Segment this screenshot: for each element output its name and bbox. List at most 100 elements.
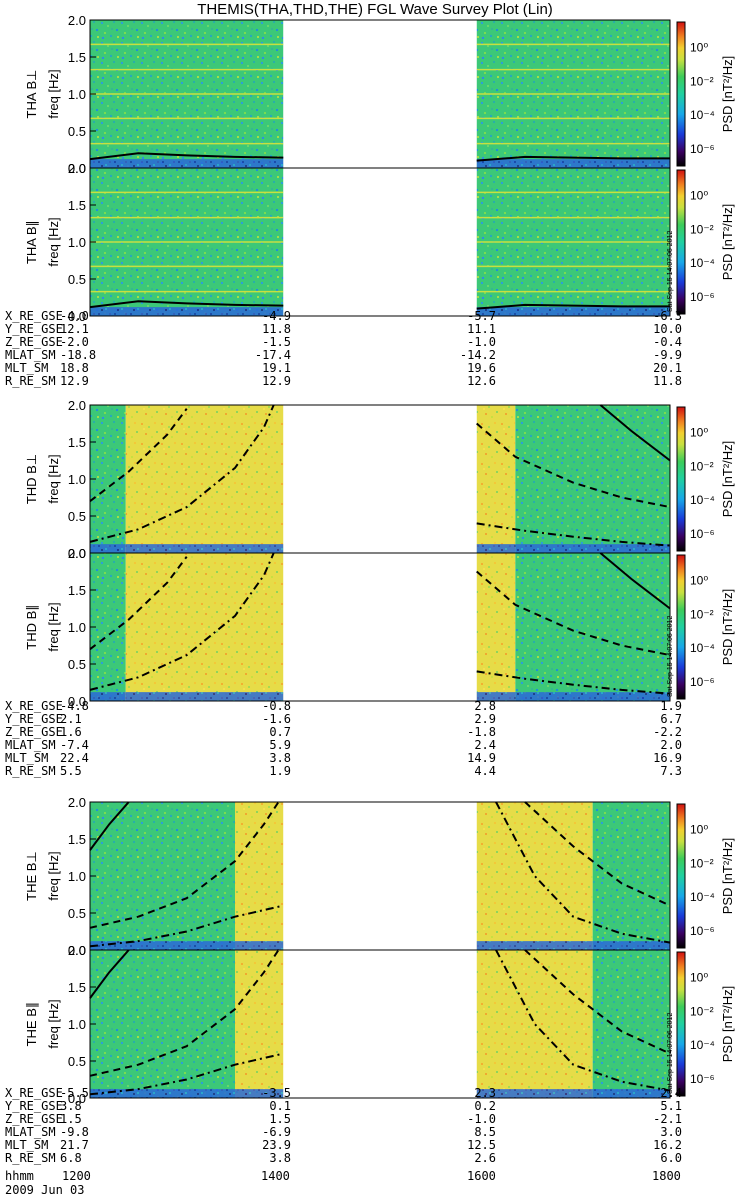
ephemeris-value: 1.9: [660, 699, 682, 713]
data-gap: [283, 405, 477, 553]
colorbar-tick-label: 10⁰: [690, 970, 708, 984]
data-gap: [283, 20, 477, 168]
colorbar-label: PSD [nT²/Hz]: [720, 56, 735, 133]
probe-group-thd: 0.0 0.5 1.0 1.5 2.0 freq [Hz] THD B⊥ 10⁰ 10⁻² 10⁻…: [5, 398, 735, 778]
ephemeris-value: 1.5: [269, 1112, 291, 1126]
ephemeris-value: -4.9: [262, 309, 291, 323]
colorbar-tick-label: 10⁻⁶: [690, 527, 715, 541]
frequency-curve-dashdot: [476, 522, 671, 547]
spectrogram-segment: [90, 950, 235, 1098]
low-frequency-band: [476, 307, 670, 316]
ephemeris-value: 0.1: [269, 1099, 291, 1113]
y-tick-label: 0.5: [68, 1054, 86, 1069]
y-tick-label: 0.0: [68, 694, 86, 709]
ephemeris-value: 18.8: [60, 361, 89, 375]
ephemeris-value: 1.9: [269, 764, 291, 778]
y-tick-label: 2.0: [68, 13, 86, 28]
frequency-curve-dashdot: [89, 552, 275, 691]
colorbar: [676, 169, 686, 315]
colorbar: [676, 554, 686, 700]
ephemeris-value: 4.4: [474, 764, 496, 778]
ephemeris-value: 3.8: [269, 751, 291, 765]
ephemeris-value: 12.1: [60, 322, 89, 336]
panel-label: THA B⊥: [24, 70, 39, 119]
probe-group-tha: 0.0 0.5 1.0 1.5 2.0 freq [Hz] THA B⊥ 10⁰ 10⁻² 10⁻…: [5, 13, 735, 388]
low-frequency-band: [235, 1089, 284, 1098]
ephemeris-name: Z_RE_GSE: [5, 725, 63, 739]
frequency-curve-solid: [476, 155, 670, 162]
frequency-curve-solid: [89, 801, 130, 851]
ephemeris-value: 12.6: [467, 374, 496, 388]
y-axis-unit: freq [Hz]: [46, 69, 61, 118]
low-frequency-band: [235, 941, 284, 950]
y-tick-label: 1.5: [68, 980, 86, 995]
y-tick-label: 1.5: [68, 583, 86, 598]
y-tick-label: 2.0: [68, 161, 86, 176]
data-gap: [283, 553, 477, 701]
colorbar-tick-label: 10⁻²: [690, 607, 714, 621]
ephemeris-value: -5.7: [467, 309, 496, 323]
spectrogram-segment: [90, 802, 235, 950]
low-frequency-band: [515, 544, 670, 553]
ephemeris-name: MLAT_SM: [5, 1125, 56, 1139]
ephemeris-value: 2.3: [474, 1086, 496, 1100]
ephemeris-value: 2.1: [60, 712, 82, 726]
ephemeris-value: -1.0: [467, 335, 496, 349]
y-tick-label: 1.0: [68, 620, 86, 635]
ephemeris-value: 19.1: [262, 361, 291, 375]
ephemeris-value: 2.4: [660, 1086, 682, 1100]
date-label: 2009 Jun 03: [5, 1183, 84, 1197]
ephemeris-value: 8.5: [474, 1125, 496, 1139]
ephemeris-value: 3.0: [660, 1125, 682, 1139]
ephemeris-value: 22.4: [60, 751, 89, 765]
frequency-curve-dashed: [524, 949, 671, 1055]
colorbar-label: PSD [nT²/Hz]: [720, 441, 735, 518]
ephemeris-value: -2.0: [60, 335, 89, 349]
colorbar-label: PSD [nT²/Hz]: [720, 204, 735, 281]
ephemeris-value: 5.9: [269, 738, 291, 752]
ephemeris-value: 2.4: [474, 738, 496, 752]
frequency-curve-dashdot: [495, 949, 671, 1092]
ephemeris-value: -1.6: [262, 712, 291, 726]
low-frequency-band: [90, 1089, 235, 1098]
ephemeris-value: -14.2: [460, 348, 496, 362]
colorbar-tick-label: 10⁻²: [690, 1004, 714, 1018]
ephemeris-name: Z_RE_GSE: [5, 335, 63, 349]
ephemeris-value: 12.9: [60, 374, 89, 388]
y-tick-label: 0.5: [68, 509, 86, 524]
probe-group-the: 0.0 0.5 1.0 1.5 2.0 freq [Hz] THE B⊥ 10⁰ 10⁻² 10⁻…: [5, 795, 735, 1165]
colorbar-tick-label: 10⁻⁶: [690, 1072, 715, 1086]
spectrogram-segment: [125, 405, 284, 553]
timestamp-stamp: Sat Sep 15 14:07:06 2012: [667, 231, 674, 312]
y-axis-unit: freq [Hz]: [46, 454, 61, 503]
frequency-curve-dashed: [524, 801, 671, 907]
y-tick-label: 1.5: [68, 832, 86, 847]
spectrogram-panel: 0.0 0.5 1.0 1.5 2.0 freq [Hz] THE B⊥ 10⁰ 10⁻² 10⁻…: [24, 795, 735, 958]
frequency-curve-dashdot: [495, 801, 671, 944]
frequency-curve-dashdot: [476, 670, 671, 695]
y-axis-unit: freq [Hz]: [46, 851, 61, 900]
colorbar-tick-label: 10⁰: [690, 425, 708, 439]
ephemeris-value: 12.9: [262, 374, 291, 388]
ephemeris-value: 20.1: [653, 361, 682, 375]
spectrogram-segment: [476, 553, 516, 701]
colorbar: [676, 951, 686, 1097]
colorbar-tick-label: 10⁻⁴: [690, 256, 715, 270]
timestamp-stamp: Sat Sep 15 14:07:06 2012: [667, 1013, 674, 1094]
ephemeris-value: -0.8: [262, 699, 291, 713]
y-tick-label: 1.0: [68, 869, 86, 884]
low-frequency-band: [90, 159, 284, 168]
ephemeris-value: 7.3: [660, 764, 682, 778]
ephemeris-value: -1.0: [467, 1112, 496, 1126]
ephemeris-value: 1.5: [60, 1112, 82, 1126]
ephemeris-value: -4.8: [60, 699, 89, 713]
y-tick-label: 0.5: [68, 906, 86, 921]
spectrogram-segment: [235, 802, 284, 950]
y-tick-label: 0.0: [68, 309, 86, 324]
time-tick-1400: 1400: [261, 1169, 290, 1183]
low-frequency-band: [476, 692, 516, 701]
ephemeris-value: 0.7: [269, 725, 291, 739]
low-frequency-band: [90, 544, 126, 553]
ephemeris-value: -2.2: [653, 725, 682, 739]
